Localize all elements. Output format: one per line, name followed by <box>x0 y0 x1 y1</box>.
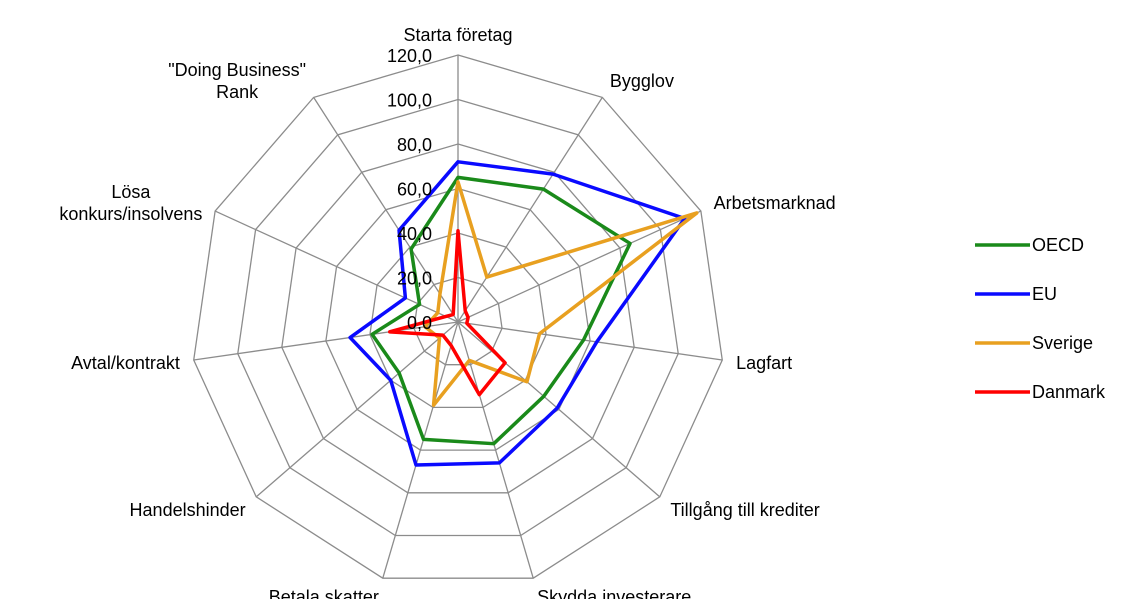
grid-ring <box>325 187 591 451</box>
y-tick-label: 120,0 <box>387 46 432 66</box>
grid-ring <box>193 54 723 579</box>
legend-label: OECD <box>1032 235 1084 255</box>
category-label: Lösa konkurs/insolvens <box>59 181 203 224</box>
spoke <box>255 321 459 498</box>
grid-ring <box>237 98 679 537</box>
category-label: Betala skatter <box>268 587 379 599</box>
category-label: "Doing Business" Rank <box>168 59 307 102</box>
category-label: Tillgång till krediter <box>670 499 820 520</box>
series-line <box>370 175 632 446</box>
category-label: Bygglov <box>609 70 674 91</box>
category-label: Arbetsmarknad <box>713 192 836 213</box>
spoke <box>313 97 459 323</box>
category-label: Avtal/kontrakt <box>71 352 180 373</box>
y-tick-label: 20,0 <box>397 268 432 288</box>
spoke <box>214 210 459 323</box>
series-line <box>423 180 699 408</box>
spoke <box>457 321 723 361</box>
grid-ring <box>369 232 547 409</box>
y-tick-label: 60,0 <box>397 179 432 199</box>
legend-label: EU <box>1032 284 1057 304</box>
spoke <box>457 321 534 579</box>
category-label: Starta företag <box>403 25 513 45</box>
y-tick-label: 0,0 <box>407 313 432 333</box>
series-line <box>387 229 507 397</box>
spoke <box>193 321 459 361</box>
y-tick-label: 40,0 <box>397 224 432 244</box>
spoke <box>457 210 702 323</box>
series-line <box>348 160 687 467</box>
spoke <box>457 321 661 498</box>
category-label: Handelshinder <box>129 499 246 520</box>
spoke <box>457 97 603 323</box>
spoke <box>382 321 459 579</box>
legend-label: Sverige <box>1032 333 1093 353</box>
legend-label: Danmark <box>1032 382 1106 402</box>
y-tick-label: 100,0 <box>387 90 432 110</box>
category-label: Lagfart <box>736 352 793 373</box>
y-tick-label: 80,0 <box>397 135 432 155</box>
category-label: Skydda investerare <box>537 587 692 599</box>
grid-ring <box>281 143 635 494</box>
